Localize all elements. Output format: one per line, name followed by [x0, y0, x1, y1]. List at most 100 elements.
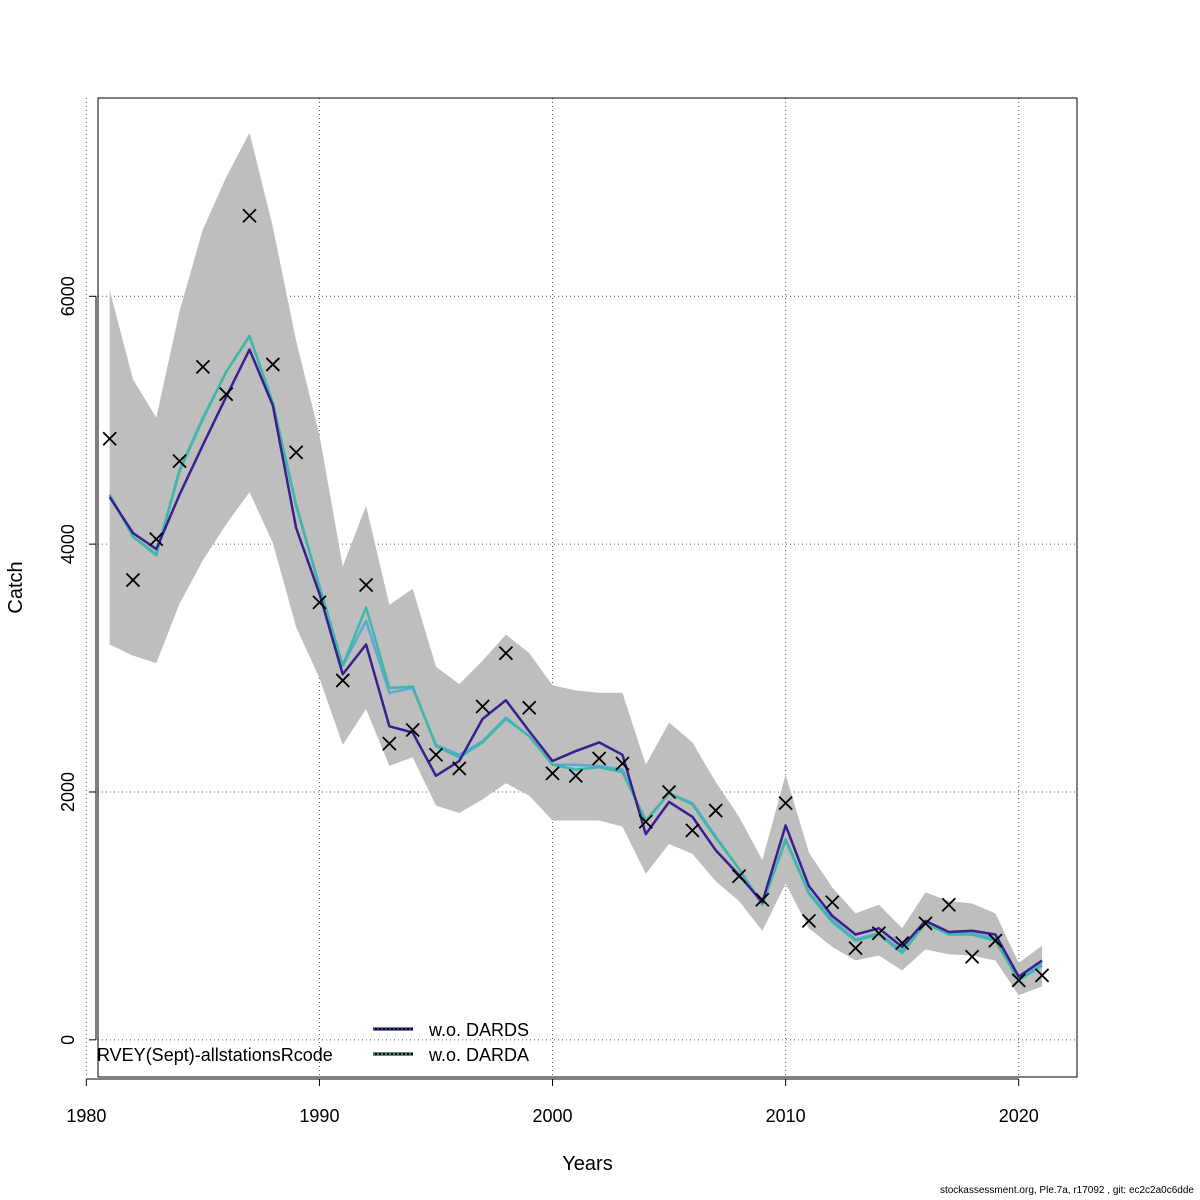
- observed-point-stroke: [475, 699, 490, 714]
- observed-point-stroke: [848, 940, 863, 956]
- observed-point-stroke: [288, 445, 304, 460]
- x-axis-title: Years: [562, 1153, 612, 1175]
- observed-point: [801, 913, 817, 928]
- observed-point-stroke: [964, 949, 980, 964]
- y-tick-label: 6000: [58, 276, 78, 316]
- observed-point-stroke: [568, 768, 583, 784]
- x-tick-label: 2020: [999, 1106, 1039, 1126]
- observed-point: [428, 747, 444, 762]
- observed-point-stroke: [172, 453, 187, 469]
- observed-point: [941, 897, 956, 912]
- observed-point-stroke: [871, 926, 887, 941]
- series-lines-layer: [108, 334, 1043, 982]
- x-tick-label: 2010: [766, 1106, 806, 1126]
- observed-point: [615, 756, 630, 771]
- series-line-2: [108, 334, 1043, 982]
- observed-point-stroke: [755, 892, 770, 907]
- observed-point: [242, 208, 257, 223]
- observed-point: [452, 761, 467, 776]
- observed-point-stroke: [825, 895, 840, 910]
- observed-point: [918, 916, 933, 931]
- observed-point-stroke: [265, 357, 280, 372]
- observed-point-stroke: [382, 736, 397, 751]
- x-tick-label: 1980: [66, 1106, 106, 1126]
- observed-point: [848, 940, 863, 956]
- fleet-label: RVEY(Sept)-allstationsRcode: [97, 1045, 333, 1065]
- observed-point-stroke: [498, 646, 514, 661]
- observed-point-stroke: [428, 747, 444, 762]
- observed-point: [382, 736, 397, 751]
- observed-point: [638, 814, 653, 829]
- observed-point-stroke: [335, 673, 350, 688]
- observed-point: [825, 895, 840, 910]
- observed-point: [895, 936, 910, 951]
- observed-point-stroke: [312, 595, 327, 610]
- observed-point: [405, 722, 420, 738]
- observed-point: [661, 784, 677, 800]
- observed-point-stroke: [1034, 968, 1050, 983]
- observed-point: [102, 431, 117, 446]
- observed-point-stroke: [895, 936, 910, 951]
- observed-point-stroke: [452, 761, 467, 776]
- observed-point: [1034, 968, 1050, 983]
- observed-point: [335, 673, 350, 688]
- observed-point-stroke: [988, 933, 1003, 948]
- observed-point: [149, 532, 164, 547]
- observed-point-stroke: [149, 532, 164, 547]
- legend-label: w.o. DARDA: [428, 1045, 529, 1065]
- observed-point: [219, 387, 234, 402]
- x-tick-label: 2000: [533, 1106, 573, 1126]
- observed-point: [568, 768, 583, 784]
- observed-point-stroke: [661, 784, 677, 800]
- legend-label: w.o. DARDS: [428, 1020, 529, 1040]
- observed-point: [125, 572, 141, 588]
- observed-point: [172, 453, 187, 469]
- observed-point: [195, 359, 211, 375]
- footer-credit: stockassessment.org, Ple.7a, r17092 , gi…: [939, 1185, 1194, 1196]
- observed-point: [288, 445, 304, 460]
- y-tick-label: 4000: [58, 524, 78, 564]
- observed-point-stroke: [1011, 973, 1026, 988]
- observed-point-stroke: [708, 803, 723, 818]
- observed-point: [265, 357, 280, 372]
- x-tick-label: 1990: [299, 1106, 339, 1126]
- observed-point-stroke: [685, 823, 700, 838]
- legend-entry: w.o. DARDS: [373, 1020, 529, 1040]
- observed-points-layer: [102, 208, 1050, 988]
- observed-point-stroke: [102, 431, 117, 446]
- x-axis: 1980 1990 2000 2010 2020: [66, 1078, 1039, 1126]
- observed-point-stroke: [941, 897, 956, 912]
- observed-point: [871, 926, 887, 941]
- observed-point: [498, 646, 514, 661]
- observed-point: [522, 700, 537, 715]
- y-axis: 0 2000 4000 6000: [58, 276, 97, 1045]
- legend: w.o. DARDS w.o. DARDA: [373, 1020, 529, 1065]
- observed-point: [778, 795, 793, 811]
- observed-point-stroke: [195, 359, 211, 375]
- confidence-band: [109, 132, 1043, 996]
- y-axis-title: Catch: [5, 561, 27, 613]
- observed-point: [731, 869, 747, 884]
- series-line-0: [108, 348, 1043, 978]
- observed-point-stroke: [615, 756, 630, 771]
- observed-point: [755, 892, 770, 907]
- observed-point-stroke: [801, 913, 817, 928]
- observed-point: [312, 595, 327, 610]
- observed-point: [475, 699, 490, 714]
- observed-point-stroke: [638, 814, 653, 829]
- observed-point: [964, 949, 980, 964]
- observed-point-stroke: [731, 869, 747, 884]
- observed-point-stroke: [125, 572, 141, 588]
- observed-point: [358, 577, 374, 593]
- observed-point-stroke: [358, 577, 374, 593]
- observed-point: [988, 933, 1003, 948]
- observed-point: [1011, 973, 1026, 988]
- observed-point-stroke: [545, 766, 560, 781]
- observed-point-stroke: [592, 751, 607, 766]
- observed-point: [592, 751, 607, 766]
- y-tick-label: 0: [58, 1035, 78, 1045]
- observed-point-stroke: [522, 700, 537, 715]
- observed-point: [545, 766, 560, 781]
- observed-point: [708, 803, 723, 818]
